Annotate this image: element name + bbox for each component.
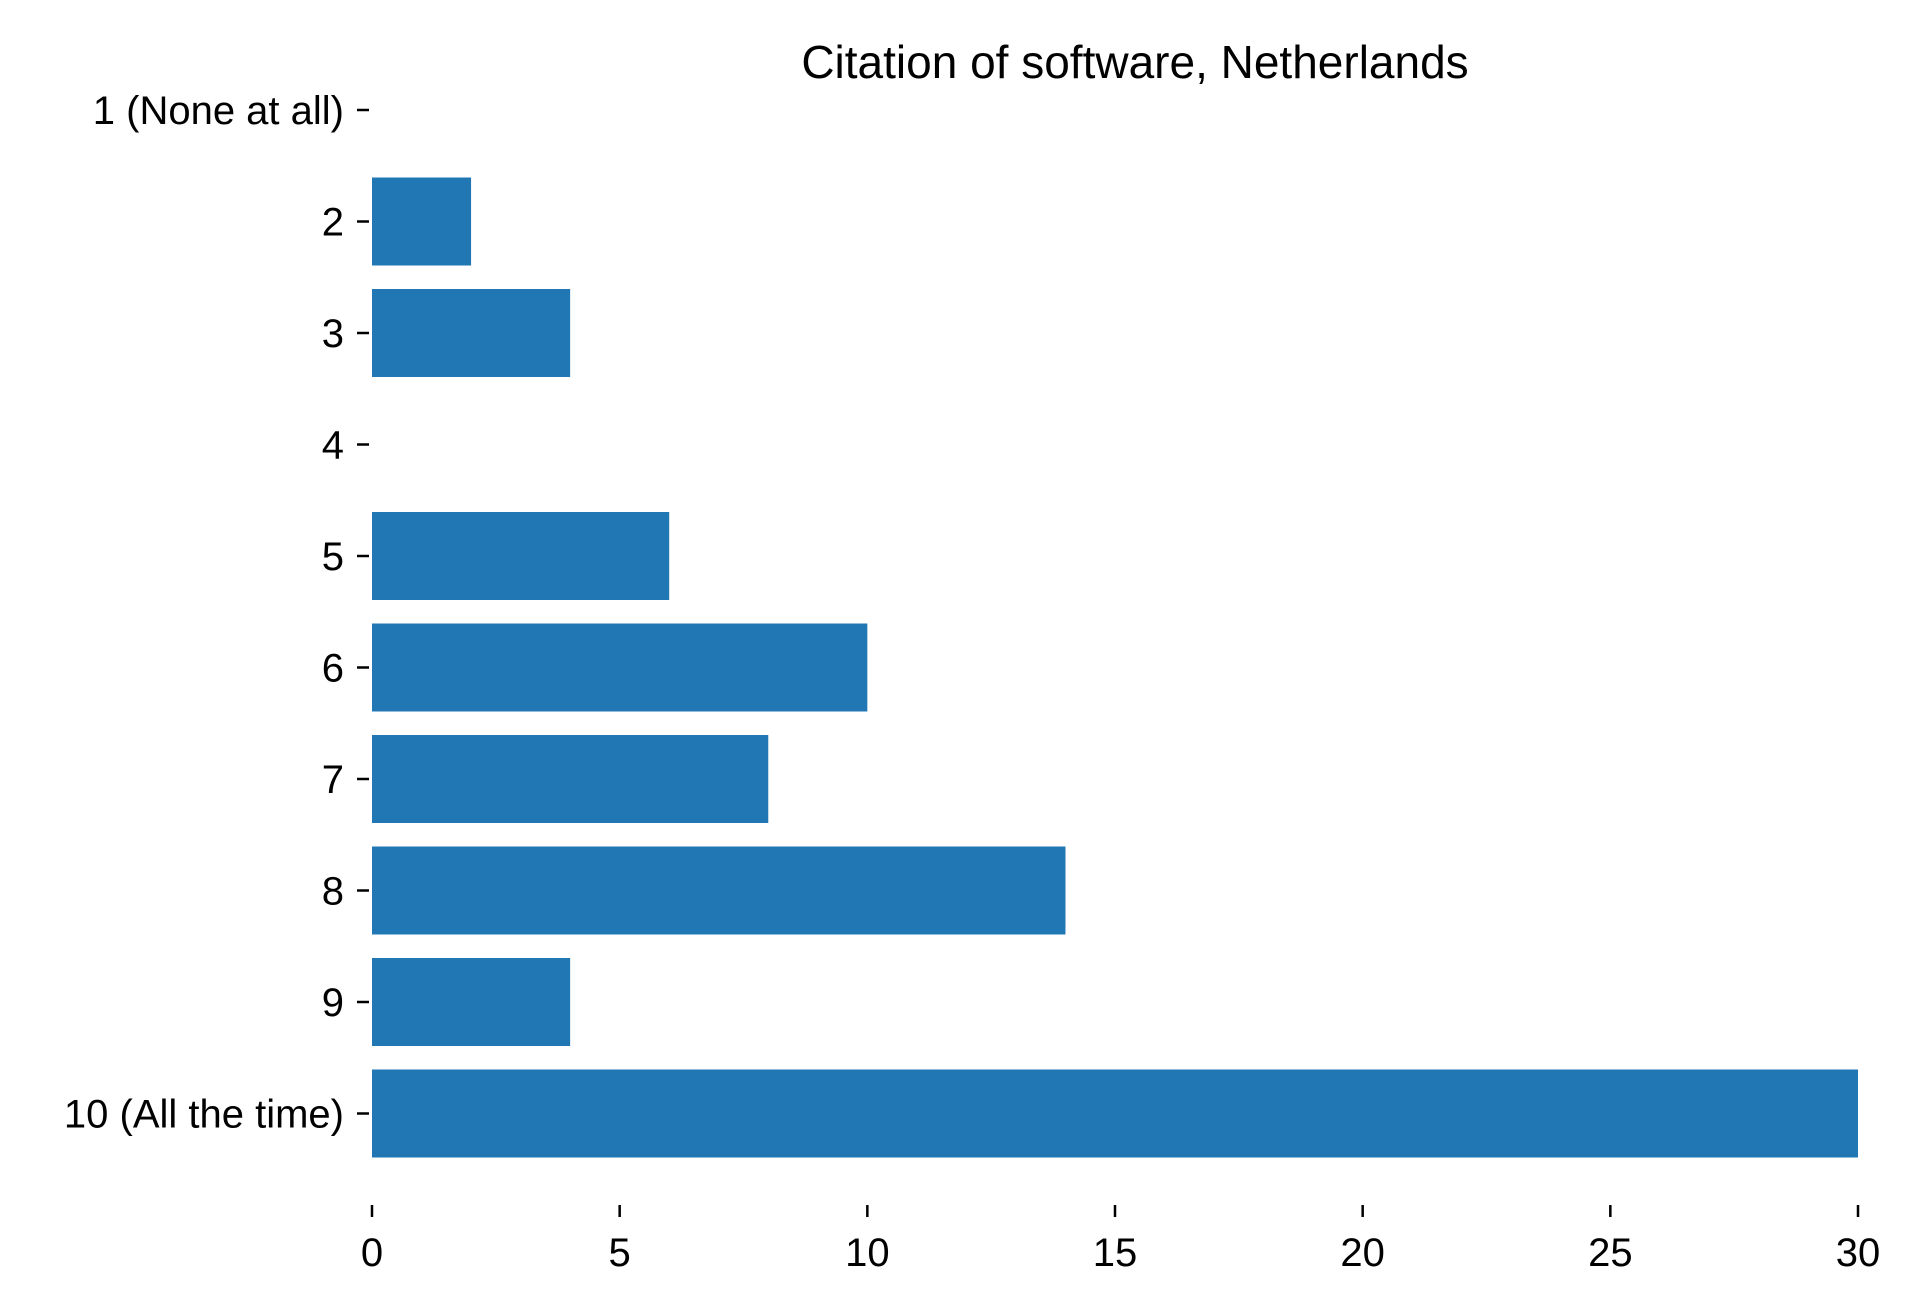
bar-5	[372, 512, 670, 600]
y-tick-label: 10 (All the time)	[64, 1093, 344, 1137]
bar-2	[372, 177, 472, 266]
x-tick-label: 25	[1588, 1231, 1633, 1275]
x-tick-label: 30	[1836, 1231, 1881, 1275]
y-axis: 1 (None at all) 2 3 4 5 6 7 8 9 10 (All the time)	[64, 89, 369, 1137]
y-tick-label: 2	[322, 201, 344, 245]
x-tick-label: 0	[361, 1231, 383, 1275]
y-tick-label: 6	[322, 647, 344, 691]
bars-group	[372, 177, 1858, 1158]
bar-9	[372, 958, 571, 1046]
y-tick-label: 8	[322, 870, 344, 914]
y-tick-label: 3	[322, 312, 344, 356]
y-tick-label: 4	[322, 424, 344, 468]
y-tick-label: 5	[322, 535, 344, 579]
x-tick-label: 15	[1093, 1231, 1138, 1275]
x-tick-label: 10	[845, 1231, 890, 1275]
bar-8	[372, 846, 1066, 935]
bar-3	[372, 289, 571, 377]
y-tick-label: 1 (None at all)	[93, 89, 344, 133]
bar-10	[372, 1069, 1858, 1158]
x-tick-label: 20	[1340, 1231, 1385, 1275]
bar-7	[372, 735, 769, 823]
bar-6	[372, 623, 868, 712]
x-tick-label: 5	[609, 1231, 631, 1275]
y-tick-label: 9	[322, 981, 344, 1025]
y-tick-label: 7	[322, 758, 344, 802]
x-axis: 0 5 10 15 20 25 30	[361, 1205, 1880, 1275]
chart-title: Citation of software, Netherlands	[801, 36, 1468, 88]
